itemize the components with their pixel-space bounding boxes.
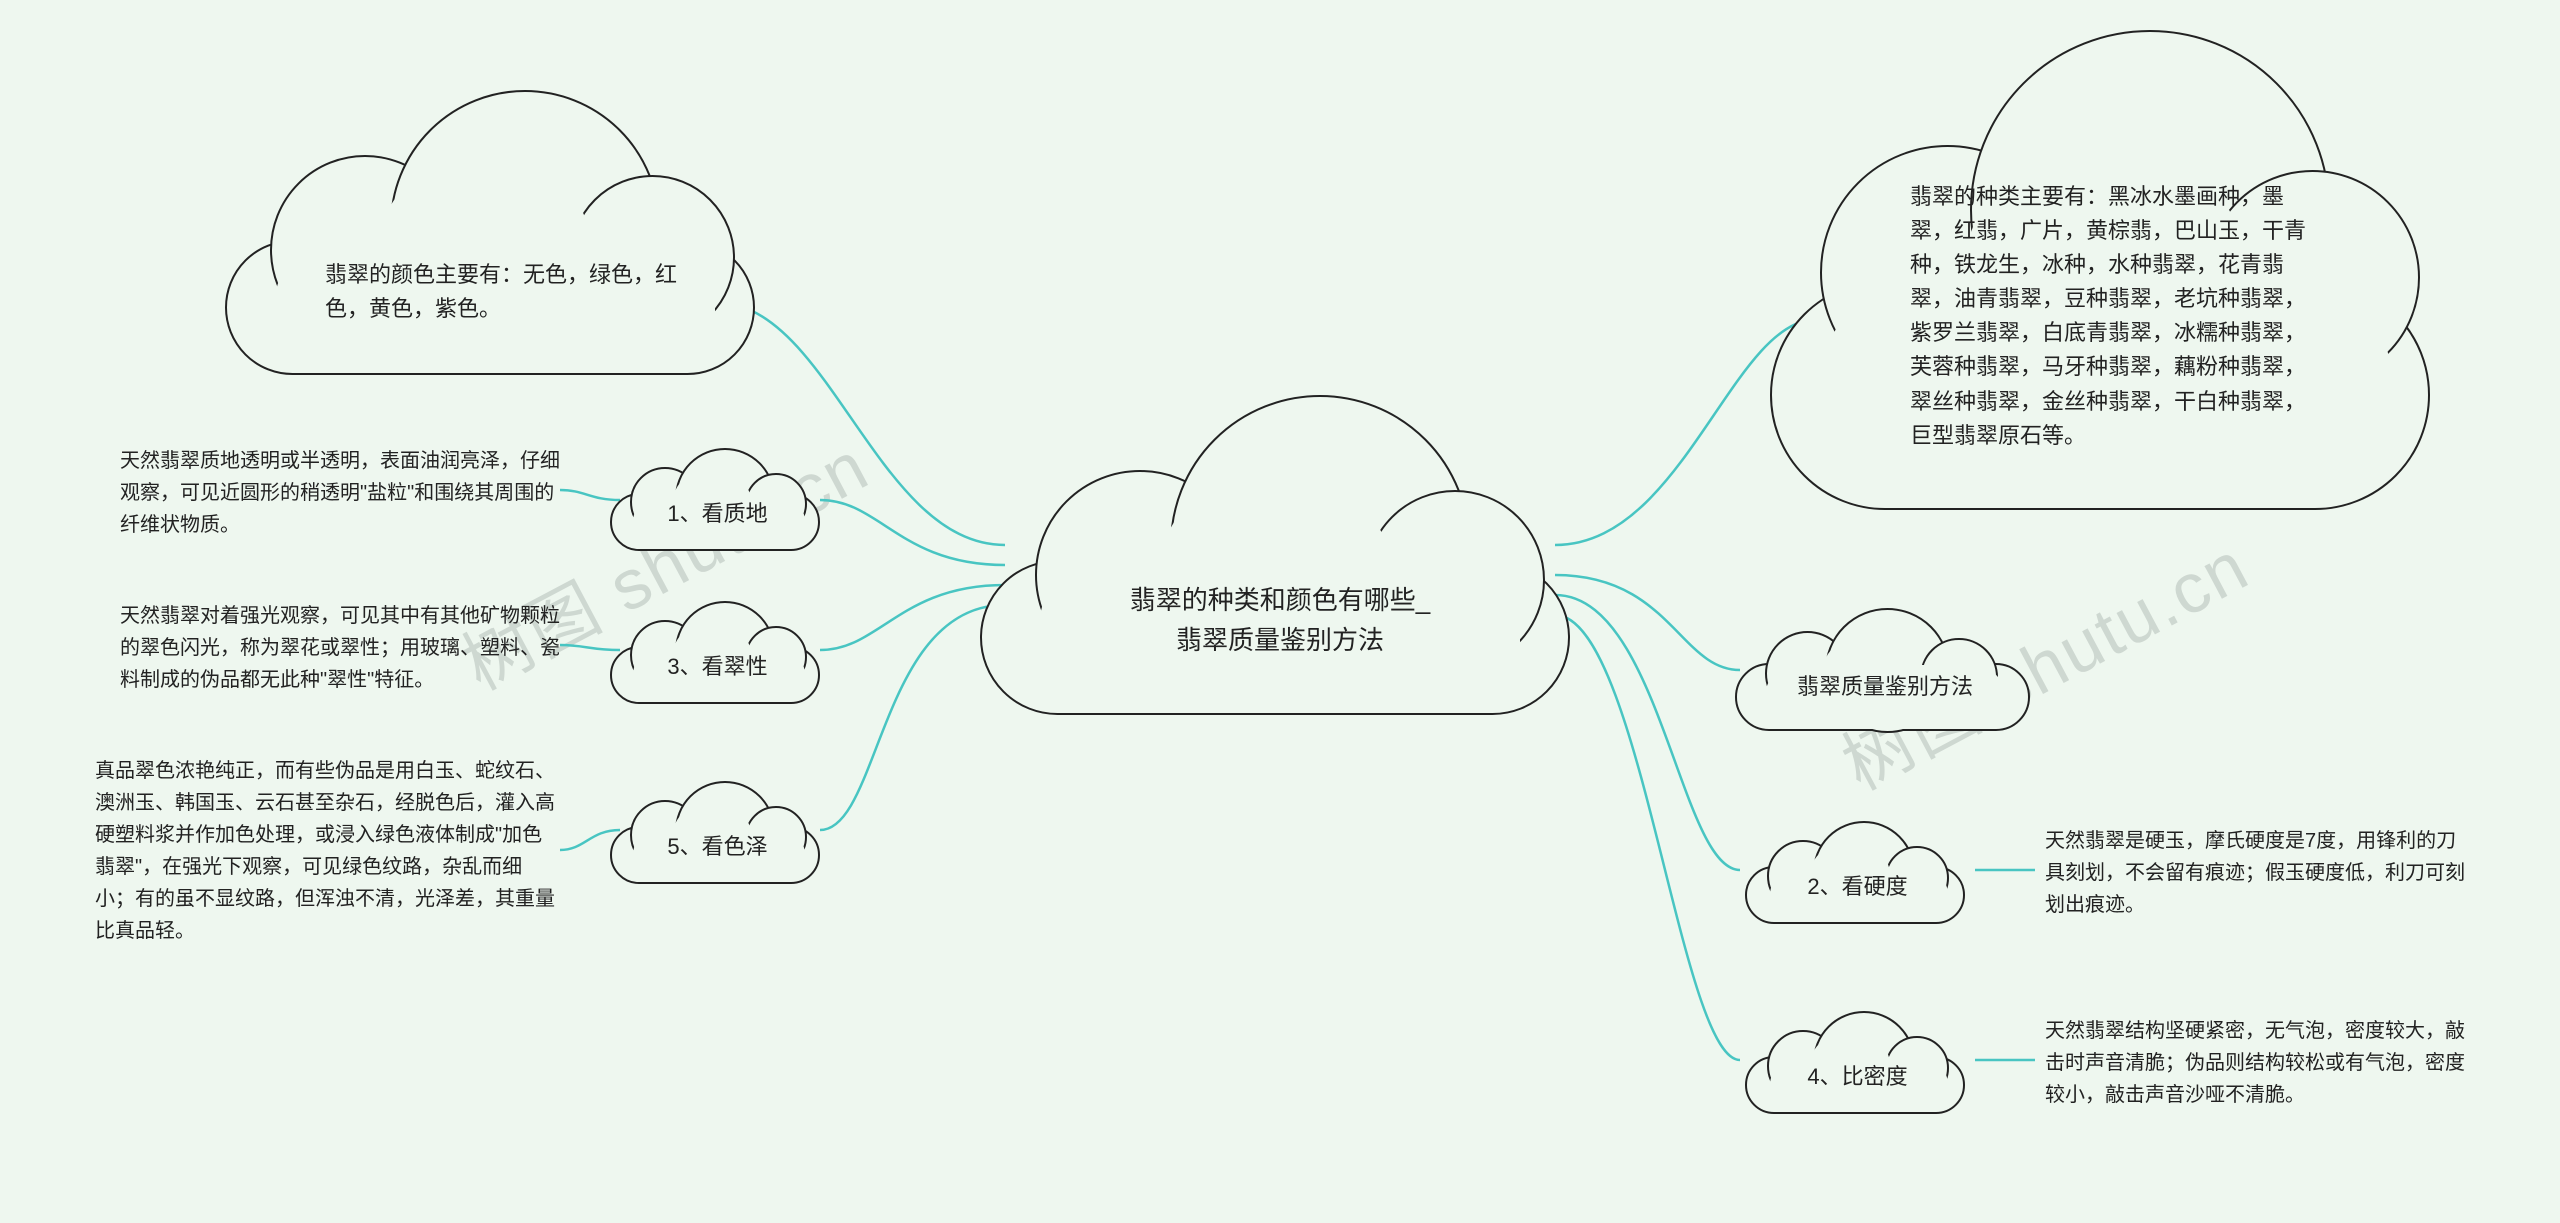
left-cloud-1-label: 1、看质地 (605, 497, 830, 531)
right-cloud-2-label: 2、看硬度 (1740, 870, 1975, 904)
right-cloud-3: 4、比密度 (1740, 1008, 1975, 1118)
right-detail-2: 天然翡翠是硬玉，摩氏硬度是7度，用锋利的刀具刻划，不会留有痕迹；假玉硬度低，利刀… (2045, 825, 2465, 921)
top-left-cloud: 翡翠的颜色主要有：无色，绿色，红色，黄色，紫色。 (215, 80, 775, 380)
left-cloud-3-label: 5、看色泽 (605, 830, 830, 864)
left-cloud-2-label: 3、看翠性 (605, 650, 830, 684)
top-right-text: 翡翠的种类主要有：黑冰水墨画种，墨翠，红翡，广片，黄棕翡，巴山玉，干青种，铁龙生… (1910, 180, 2310, 453)
right-detail-3: 天然翡翠结构坚硬紧密，无气泡，密度较大，敲击时声音清脆；伪品则结构较松或有气泡，… (2045, 1015, 2475, 1111)
right-cloud-3-label: 4、比密度 (1740, 1060, 1975, 1094)
left-detail-1: 天然翡翠质地透明或半透明，表面油润亮泽，仔细观察，可见近圆形的稍透明"盐粒"和围… (120, 445, 560, 541)
left-cloud-3: 5、看色泽 (605, 778, 830, 888)
right-cloud-1-label: 翡翠质量鉴别方法 (1730, 670, 2040, 704)
center-title-2: 翡翠质量鉴别方法 (970, 620, 1590, 660)
diagram-canvas: 树图 shutu.cn 树图 shutu.cn (0, 0, 2560, 1223)
left-cloud-2: 3、看翠性 (605, 598, 830, 708)
right-cloud-1: 翡翠质量鉴别方法 (1730, 605, 2040, 735)
left-cloud-1: 1、看质地 (605, 445, 830, 555)
top-right-cloud: 翡翠的种类主要有：黑冰水墨画种，墨翠，红翡，广片，黄棕翡，巴山玉，干青种，铁龙生… (1760, 20, 2460, 520)
center-title-1: 翡翠的种类和颜色有哪些_ (970, 580, 1590, 620)
top-left-text: 翡翠的颜色主要有：无色，绿色，红色，黄色，紫色。 (325, 258, 685, 326)
center-cloud: 翡翠的种类和颜色有哪些_ 翡翠质量鉴别方法 (970, 380, 1590, 720)
right-cloud-2: 2、看硬度 (1740, 818, 1975, 928)
left-detail-2: 天然翡翠对着强光观察，可见其中有其他矿物颗粒的翠色闪光，称为翠花或翠性；用玻璃、… (120, 600, 560, 696)
left-detail-3: 真品翠色浓艳纯正，而有些伪品是用白玉、蛇纹石、澳洲玉、韩国玉、云石甚至杂石，经脱… (95, 755, 560, 947)
